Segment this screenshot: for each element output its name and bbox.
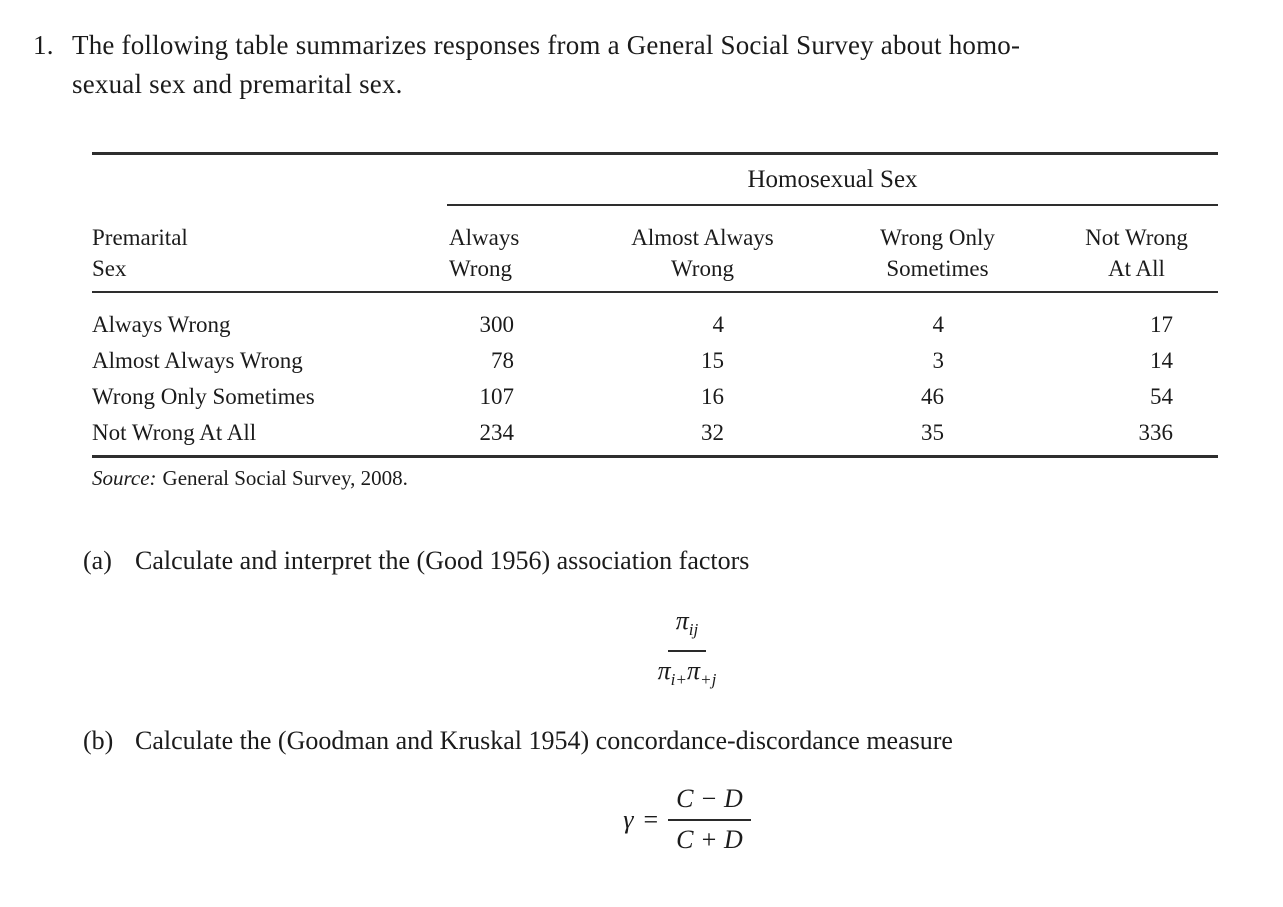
cell-value: 54: [1150, 384, 1173, 409]
fraction-denominator: C + D: [676, 825, 743, 854]
fraction-numerator: πij: [667, 606, 707, 653]
cell-value: 46: [921, 384, 944, 409]
equals-sign: =: [643, 804, 659, 834]
pi-symbol: π: [657, 656, 671, 686]
row-header-line1: Premarital: [92, 225, 188, 250]
part-a-label: (a): [83, 546, 112, 575]
equation: γ = C − D C + D: [623, 784, 751, 855]
part-a-item: (a) Calculate and interpret the (Good 19…: [83, 545, 749, 577]
row-label: Almost Always Wrong: [92, 348, 303, 373]
span-header-rule: [447, 204, 1218, 206]
fraction-numerator: C − D: [668, 784, 751, 821]
table-row: Wrong Only Sometimes 107 16 46 54: [92, 379, 1218, 415]
cell-value: 107: [479, 384, 515, 409]
row-label: Always Wrong: [92, 312, 231, 337]
subscript-ij: ij: [688, 620, 699, 640]
cell-value: 300: [479, 312, 515, 337]
cell-value: 16: [701, 384, 724, 409]
cell-value: 14: [1150, 348, 1173, 373]
part-b-text: Calculate the (Goodman and Kruskal 1954)…: [135, 726, 953, 755]
subscript-i-plus: i+: [670, 670, 687, 690]
table-body: Always Wrong 300 4 4 17 Almost Always Wr…: [92, 293, 1218, 451]
pi-symbol: π: [675, 606, 689, 635]
cell-value: 32: [701, 420, 724, 445]
part-b-label: (b): [83, 726, 114, 755]
column-header-almost-always-wrong: Almost Always Wrong: [631, 225, 774, 281]
fraction-denominator: πi+π+j: [658, 652, 717, 695]
column-header-always-wrong: Always Wrong: [449, 225, 520, 281]
fraction: C − D C + D: [668, 784, 751, 855]
table-bottom-rule: [92, 455, 1218, 458]
problem-statement: 1. The following table summarizes respon…: [33, 26, 1257, 104]
row-header-line2: Sex: [92, 256, 127, 281]
table-span-header: Homosexual Sex: [747, 166, 918, 193]
subscript-plus-j: +j: [700, 670, 717, 690]
source-text: General Social Survey, 2008.: [162, 466, 408, 490]
gamma-symbol: γ: [623, 804, 634, 834]
row-header: Premarital Sex: [92, 222, 447, 284]
table-row: Not Wrong At All 234 32 35 336: [92, 415, 1218, 451]
cell-value: 4: [932, 312, 945, 337]
problem-text: The following table summarizes responses…: [72, 26, 1020, 104]
cell-value: 35: [921, 420, 944, 445]
row-label: Not Wrong At All: [92, 420, 257, 445]
table-row: Always Wrong 300 4 4 17: [92, 307, 1218, 343]
column-header-row: Premarital Sex Always Wrong Almost Alway…: [92, 222, 1218, 284]
data-table: Homosexual Sex Premarital Sex Always Wro…: [92, 152, 1218, 458]
source-note: Source: General Social Survey, 2008.: [92, 466, 408, 491]
association-factor-formula: πij πi+π+j: [92, 606, 1282, 695]
column-header-not-wrong-at-all: Not Wrong At All: [1085, 225, 1188, 281]
pi-symbol: π: [687, 656, 701, 686]
part-b-item: (b) Calculate the (Goodman and Kruskal 1…: [83, 725, 953, 757]
gamma-formula: γ = C − D C + D: [92, 784, 1282, 855]
cell-value: 78: [491, 348, 514, 373]
fraction: πij πi+π+j: [658, 606, 717, 695]
problem-text-line1: The following table summarizes responses…: [72, 30, 1021, 60]
cell-value: 336: [1138, 420, 1174, 445]
column-header-wrong-only-sometimes: Wrong Only Sometimes: [880, 225, 995, 281]
cell-value: 15: [701, 348, 724, 373]
source-label: Source:: [92, 466, 157, 490]
cell-value: 3: [932, 348, 945, 373]
row-label: Wrong Only Sometimes: [92, 384, 315, 409]
cell-value: 17: [1150, 312, 1173, 337]
problem-number: 1.: [33, 30, 54, 60]
cell-value: 234: [479, 420, 515, 445]
problem-text-line2: sexual sex and premarital sex.: [72, 69, 403, 99]
part-a-text: Calculate and interpret the (Good 1956) …: [135, 546, 750, 575]
cell-value: 4: [712, 312, 725, 337]
table-row: Almost Always Wrong 78 15 3 14: [92, 343, 1218, 379]
header-rule: [92, 291, 1218, 293]
